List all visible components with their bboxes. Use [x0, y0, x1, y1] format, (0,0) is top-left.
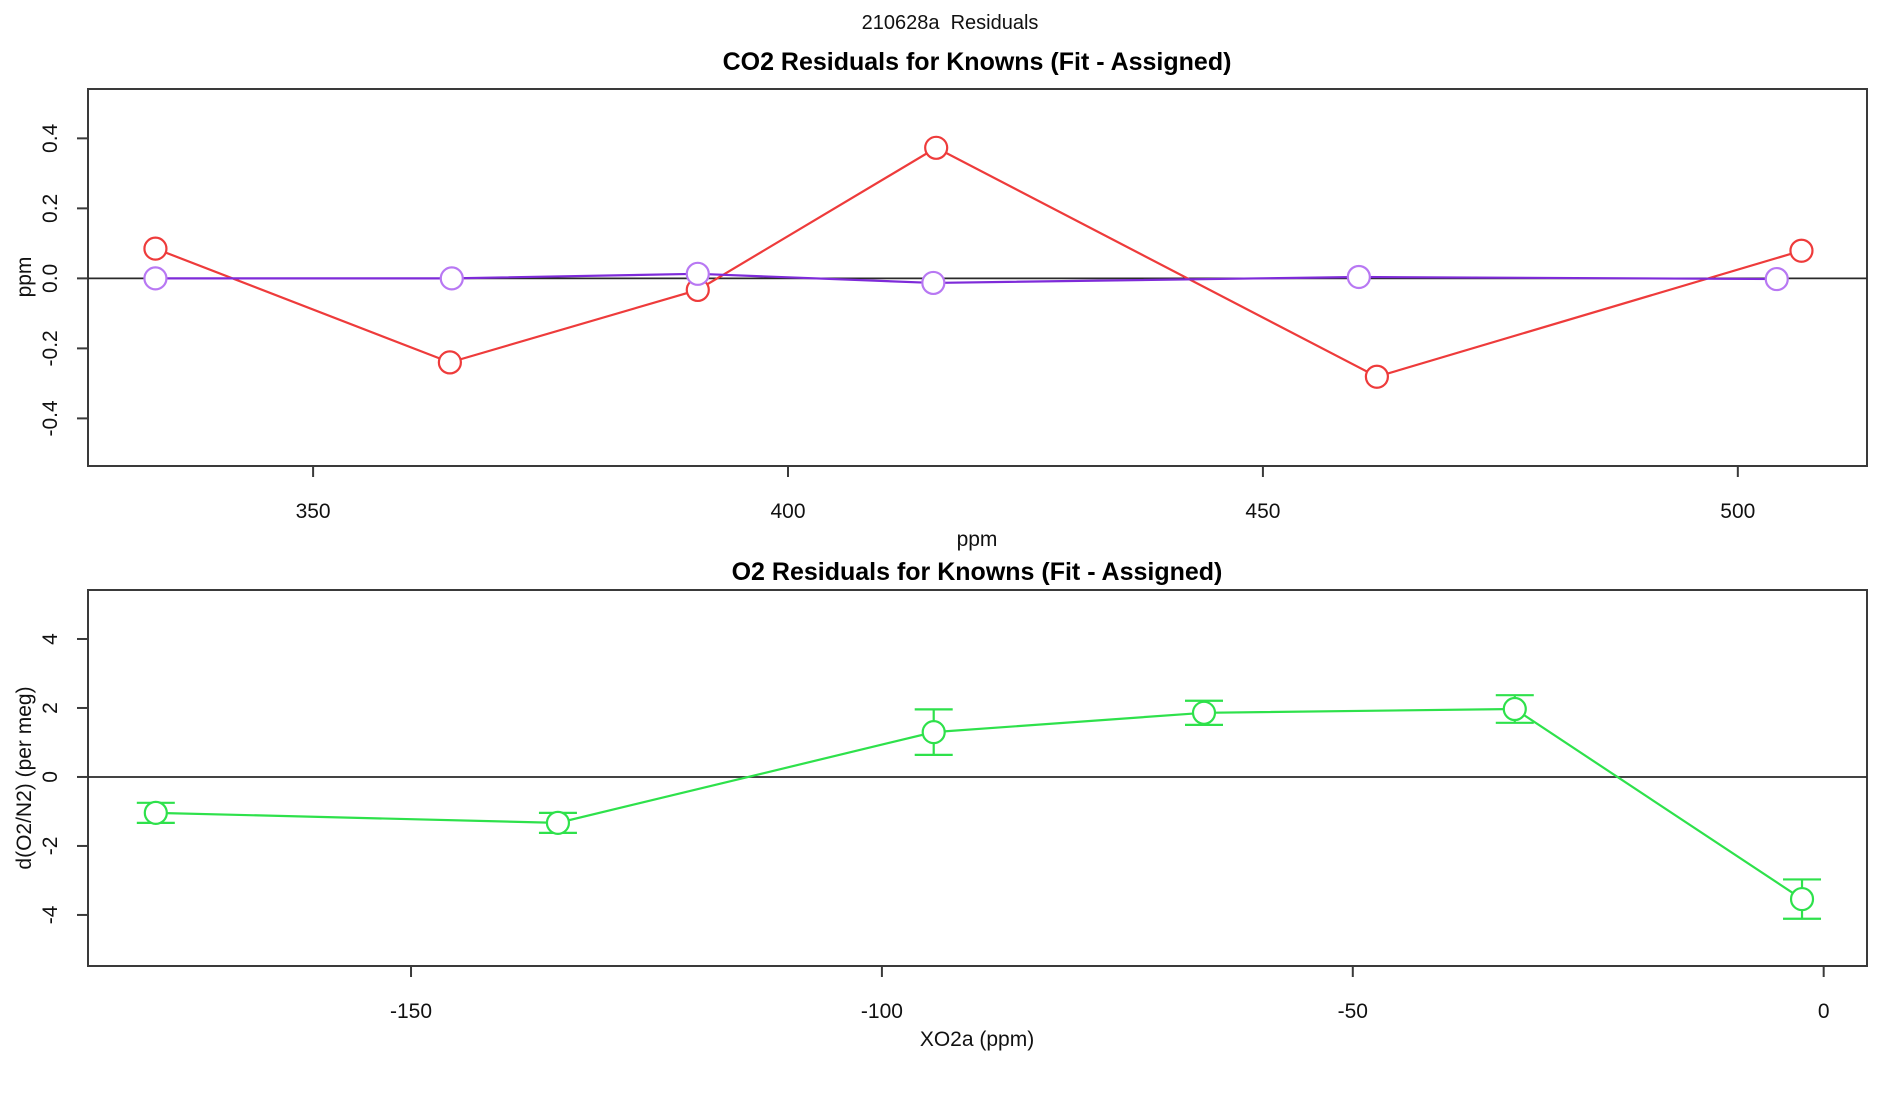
x-tick-label: -150 [390, 1000, 432, 1023]
o2-residual-green-marker [1191, 700, 1217, 725]
x-tick-label: -100 [861, 1000, 903, 1023]
o2-residual-green-marker [545, 810, 571, 835]
co2-residual-purple-marker [685, 261, 710, 286]
y-tick-label: 0 [39, 771, 62, 783]
o2-xaxis-label: XO2a (ppm) [919, 1028, 1035, 1051]
co2-residual-purple-marker [439, 266, 464, 291]
co2-residual-purple-line [155, 272, 1777, 285]
y-tick-label: 0.2 [39, 194, 62, 223]
o2-residual-green-marker [1789, 886, 1815, 912]
y-tick-label: -0.4 [39, 400, 62, 437]
y-tick-label: 2 [39, 702, 62, 714]
x-tick-label: -50 [1338, 1000, 1368, 1023]
co2-residual-purple-marker [1346, 264, 1371, 290]
figure-title: 210628a Residuals [861, 12, 1039, 34]
co2-residual-red-marker [143, 236, 168, 261]
y-tick-label: 4 [39, 633, 62, 645]
co2-residual-red-marker [924, 135, 949, 160]
o2-yaxis-label: d(O2/N2) (per meg) [13, 686, 36, 870]
o2-residual-green-marker [143, 800, 168, 825]
co2-residual-red-marker [1364, 364, 1389, 389]
o2-residual-green-marker [1502, 696, 1527, 722]
co2-xaxis-label: ppm [956, 528, 998, 551]
o2-residual-green-line [155, 707, 1803, 900]
co2-residual-red-marker [1789, 238, 1814, 263]
co2-yaxis-label: ppm [13, 256, 36, 298]
y-tick-label: 0.0 [39, 264, 62, 293]
o2-plot-title: O2 Residuals for Knowns (Fit - Assigned) [731, 558, 1223, 586]
x-tick-label: 350 [296, 500, 331, 523]
plot-box [87, 589, 1868, 967]
y-tick-label: -4 [39, 905, 62, 924]
o2-residual-green-marker [921, 720, 946, 745]
x-tick-label: 0 [1818, 1000, 1830, 1023]
co2-plot-title: CO2 Residuals for Knowns (Fit - Assigned… [722, 48, 1232, 76]
y-tick-label: -0.2 [39, 330, 62, 366]
x-tick-label: 500 [1720, 500, 1755, 523]
co2-residual-red-line [155, 146, 1802, 378]
y-tick-label: -2 [39, 837, 62, 856]
co2-residual-purple-marker [921, 270, 946, 296]
co2-residual-red-marker [437, 350, 462, 375]
x-tick-label: 400 [770, 500, 805, 523]
x-tick-label: 450 [1245, 500, 1280, 523]
y-tick-label: 0.4 [39, 123, 62, 153]
co2-residual-purple-marker [1764, 266, 1789, 292]
co2-residual-purple-marker [143, 266, 168, 291]
